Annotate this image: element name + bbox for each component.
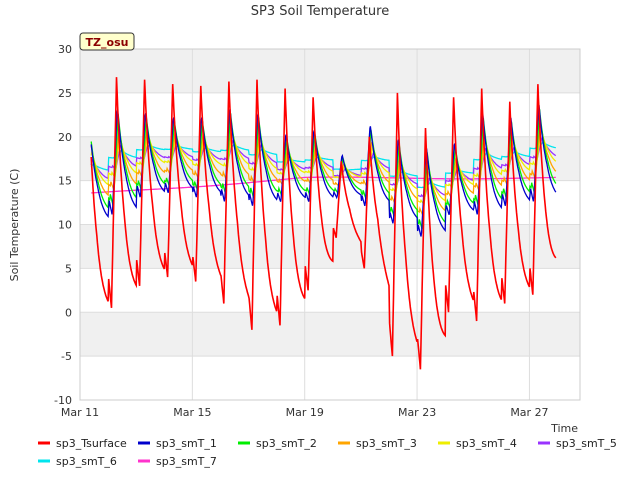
x-axis-label: Time xyxy=(550,422,578,435)
legend-label-sp3-smT-1: sp3_smT_1 xyxy=(156,437,217,450)
series-line-sp3-Tsurface xyxy=(90,77,557,370)
legend-label-sp3-smT-3: sp3_smT_3 xyxy=(356,437,417,450)
legend-label-sp3-smT-4: sp3_smT_4 xyxy=(456,437,517,450)
legend-label-sp3-smT-7: sp3_smT_7 xyxy=(156,455,217,468)
timezone-badge-box xyxy=(79,32,135,51)
plot-band xyxy=(80,224,580,269)
y-tick-label: 25 xyxy=(58,87,72,100)
y-tick-label: 0 xyxy=(65,306,72,319)
y-tick-label: 30 xyxy=(58,43,72,56)
legend-label-sp3-smT-2: sp3_smT_2 xyxy=(256,437,317,450)
x-tick-label: Mar 23 xyxy=(398,406,436,419)
y-tick-label: -10 xyxy=(54,394,72,407)
x-tick-label: Mar 15 xyxy=(173,406,211,419)
series-line-sp3-smT-1 xyxy=(90,104,557,237)
series-line-sp3-smT-4 xyxy=(90,129,557,207)
series-layer xyxy=(90,77,557,370)
y-tick-label: 10 xyxy=(58,219,72,232)
plot-frame xyxy=(79,48,581,401)
timezone-badge-text: TZ_osu xyxy=(86,36,129,49)
plot-band xyxy=(80,312,580,357)
y-axis-label: Soil Temperature (C) xyxy=(8,169,21,282)
x-tick-label: Mar 27 xyxy=(510,406,548,419)
legend-label-sp3-Tsurface: sp3_Tsurface xyxy=(56,437,127,450)
series-line-sp3-smT-5 xyxy=(90,136,557,199)
chart-title: SP3 Soil Temperature xyxy=(251,4,389,19)
y-tick-label: 20 xyxy=(58,131,72,144)
legend-label-sp3-smT-6: sp3_smT_6 xyxy=(56,455,117,468)
y-tick-label: 15 xyxy=(58,175,72,188)
x-tick-label: Mar 19 xyxy=(286,406,324,419)
y-tick-label: -5 xyxy=(61,350,72,363)
series-line-sp3-smT-6 xyxy=(90,140,557,189)
timezone-badge: TZ_osu xyxy=(79,32,135,51)
legend: sp3_Tsurface sp3_smT_1 sp3_smT_2 sp3_smT_3 s… xyxy=(38,437,617,468)
plot-band xyxy=(80,49,580,93)
legend-label-sp3-smT-5: sp3_smT_5 xyxy=(556,437,617,450)
x-tick-label: Mar 11 xyxy=(61,406,99,419)
axes: -10 -5 0 5 10 15 20 25 30 Mar 11 Mar 15 Mar 19 Mar 2… xyxy=(54,43,581,419)
y-tick-label: 5 xyxy=(65,262,72,275)
